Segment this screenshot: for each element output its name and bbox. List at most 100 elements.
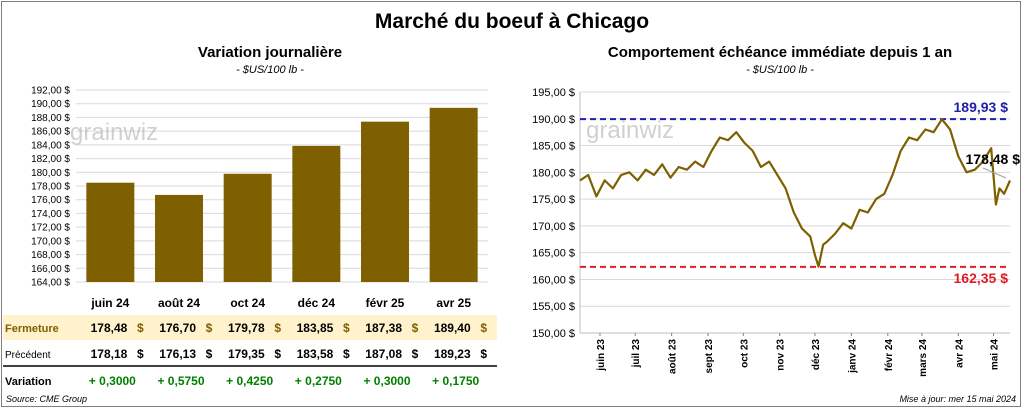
fermeture-currency: $ — [412, 321, 419, 335]
r-xtick-label: avr 24 — [954, 339, 965, 368]
l-xtick-label: juin 24 — [90, 296, 129, 310]
r-ytick-label: 195,00 $ — [532, 87, 575, 99]
l-ytick-label: 164,00 $ — [31, 278, 70, 289]
r-ytick-label: 190,00 $ — [532, 114, 575, 126]
row-label-variation: Variation — [5, 376, 52, 388]
r-ytick-label: 170,00 $ — [532, 221, 575, 233]
r-xtick-label: janv 24 — [847, 339, 858, 374]
l-xtick-label: déc 24 — [298, 296, 336, 310]
fermeture-currency: $ — [206, 321, 213, 335]
l-xtick-label: févr 25 — [366, 296, 405, 310]
l-xtick-label: oct 24 — [230, 296, 265, 310]
bar-5 — [361, 121, 409, 283]
fermeture-value: 189,40 — [434, 321, 471, 335]
r-xtick-label: nov 23 — [776, 339, 787, 371]
bar-4 — [292, 145, 341, 282]
r-ytick-label: 175,00 $ — [532, 194, 575, 206]
l-ytick-label: 180,00 $ — [31, 168, 70, 179]
l-ytick-label: 170,00 $ — [31, 236, 70, 247]
row-label-fermeture: Fermeture — [5, 323, 59, 335]
r-xtick-label: oct 23 — [739, 339, 750, 368]
l-xtick-label: août 24 — [158, 296, 200, 310]
r-xtick-label: mars 24 — [918, 339, 929, 377]
precedent-value: 176,13 — [159, 347, 196, 361]
bar-6 — [429, 107, 478, 282]
r-ytick-label: 160,00 $ — [532, 274, 575, 286]
last-leader — [982, 167, 1007, 179]
precedent-currency: $ — [343, 347, 350, 361]
l-ytick-label: 174,00 $ — [31, 209, 70, 220]
fermeture-currency: $ — [274, 321, 281, 335]
precedent-value: 189,23 — [434, 347, 471, 361]
l-watermark: grainwiz — [70, 119, 158, 146]
fermeture-value: 187,38 — [365, 321, 402, 335]
right-panel-title: Comportement échéance immédiate depuis 1… — [607, 44, 953, 61]
r-xtick-label: déc 23 — [811, 339, 822, 371]
variation-value: + 0,1750 — [432, 374, 479, 388]
precedent-currency: $ — [206, 347, 213, 361]
precedent-currency: $ — [274, 347, 281, 361]
fermeture-value: 176,70 — [159, 321, 196, 335]
precedent-currency: $ — [137, 347, 144, 361]
fermeture-currency: $ — [137, 321, 144, 335]
fermeture-value: 178,48 — [91, 321, 128, 335]
variation-value: + 0,2750 — [295, 374, 342, 388]
main-title: Marché du boeuf à Chicago — [374, 10, 650, 33]
precedent-value: 178,18 — [91, 347, 128, 361]
low-label: 162,35 $ — [954, 270, 1009, 286]
high-label: 189,93 $ — [954, 99, 1009, 115]
l-ytick-label: 188,00 $ — [31, 113, 70, 124]
right-panel-unit: - $US/100 lb - — [746, 64, 814, 76]
bar-3 — [223, 173, 272, 282]
r-ytick-label: 155,00 $ — [532, 301, 575, 313]
r-xtick-label: juil 23 — [631, 339, 642, 369]
l-ytick-label: 176,00 $ — [31, 195, 70, 206]
variation-value: + 0,3000 — [89, 374, 136, 388]
l-ytick-label: 190,00 $ — [31, 99, 70, 110]
l-ytick-label: 172,00 $ — [31, 223, 70, 234]
r-xtick-label: sept 23 — [704, 339, 715, 374]
variation-value: + 0,4250 — [226, 374, 273, 388]
row-label-precedent: Précédent — [5, 350, 51, 361]
fermeture-band — [3, 315, 497, 340]
precedent-value: 183,58 — [297, 347, 334, 361]
left-panel-unit: - $US/100 lb - — [236, 64, 304, 76]
precedent-value: 187,08 — [365, 347, 402, 361]
bar-1 — [86, 182, 135, 282]
l-xtick-label: avr 25 — [436, 296, 471, 310]
bar-2 — [155, 194, 203, 282]
l-ytick-label: 168,00 $ — [31, 250, 70, 261]
precedent-currency: $ — [480, 347, 487, 361]
l-ytick-label: 178,00 $ — [31, 182, 70, 193]
r-xtick-label: mai 24 — [990, 339, 1001, 371]
r-xtick-label: juin 23 — [596, 339, 607, 372]
r-xtick-label: févr 24 — [884, 339, 895, 372]
r-watermark: grainwiz — [586, 117, 674, 144]
r-ytick-label: 165,00 $ — [532, 248, 575, 260]
r-ytick-label: 180,00 $ — [532, 167, 575, 179]
precedent-currency: $ — [412, 347, 419, 361]
variation-value: + 0,3000 — [363, 374, 410, 388]
last-value-label: 178,48 $ — [966, 151, 1021, 167]
l-ytick-label: 184,00 $ — [31, 140, 70, 151]
fermeture-value: 179,78 — [228, 321, 265, 335]
r-xtick-label: août 23 — [668, 339, 679, 374]
fermeture-value: 183,85 — [297, 321, 334, 335]
source-note: Source: CME Group — [6, 394, 88, 404]
left-panel-title: Variation journalière — [197, 44, 343, 61]
l-ytick-label: 186,00 $ — [31, 127, 70, 138]
l-ytick-label: 182,00 $ — [31, 154, 70, 165]
fermeture-currency: $ — [480, 321, 487, 335]
fermeture-currency: $ — [343, 321, 350, 335]
precedent-value: 179,35 — [228, 347, 265, 361]
price-line — [579, 118, 1012, 268]
r-ytick-label: 150,00 $ — [532, 328, 575, 340]
r-ytick-label: 185,00 $ — [532, 141, 575, 153]
l-ytick-label: 192,00 $ — [31, 86, 70, 97]
update-note: Mise à jour: mer 15 mai 2024 — [899, 394, 1016, 404]
l-ytick-label: 166,00 $ — [31, 264, 70, 275]
variation-value: + 0,5750 — [157, 374, 204, 388]
